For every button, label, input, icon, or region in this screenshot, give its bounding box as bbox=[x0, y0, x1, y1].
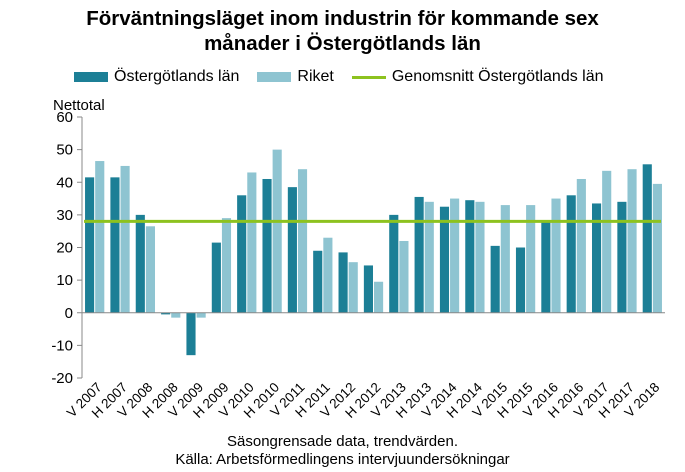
y-tick-label: 0 bbox=[65, 305, 73, 322]
bar-riket bbox=[247, 172, 257, 313]
bar-ostergotland bbox=[313, 250, 323, 313]
bar-ostergotland bbox=[566, 195, 576, 313]
bar-ostergotland bbox=[338, 252, 348, 313]
bar-riket bbox=[450, 198, 460, 313]
y-tick-label: 50 bbox=[56, 142, 73, 159]
bar-riket bbox=[475, 201, 485, 313]
bar-riket bbox=[526, 205, 536, 313]
bar-ostergotland bbox=[161, 312, 171, 315]
footnote-source: Källa: Arbetsförmedlingens intervjuunder… bbox=[175, 451, 510, 468]
y-tick-label: -10 bbox=[51, 337, 73, 354]
y-tick-label: 20 bbox=[56, 240, 73, 257]
bar-ostergotland bbox=[135, 214, 145, 313]
chart-title-line-1: Förväntningsläget inom industrin för kom… bbox=[86, 7, 599, 30]
legend-swatch-ostergotland bbox=[74, 72, 108, 82]
bar-ostergotland bbox=[439, 206, 450, 313]
y-tick-label: 60 bbox=[56, 109, 73, 126]
bar-ostergotland bbox=[389, 214, 399, 313]
bar-ostergotland bbox=[465, 200, 475, 313]
bar-ostergotland bbox=[363, 265, 373, 313]
bar-riket bbox=[95, 161, 105, 313]
bar-riket bbox=[120, 165, 130, 313]
bar-riket bbox=[424, 201, 434, 313]
bar-riket bbox=[602, 170, 612, 313]
bar-riket bbox=[297, 169, 308, 313]
legend-item-ostergotland: Östergötlands län bbox=[74, 68, 239, 86]
bar-ostergotland bbox=[85, 177, 95, 313]
legend: Östergötlands län Riket Genomsnitt Öster… bbox=[74, 66, 622, 88]
bar-ostergotland bbox=[262, 178, 272, 313]
legend-swatch-riket bbox=[257, 72, 292, 82]
bar-ostergotland bbox=[515, 247, 526, 313]
bar-riket bbox=[374, 281, 384, 313]
y-axis-label: Nettotal bbox=[53, 97, 105, 114]
legend-item-average: Genomsnitt Östergötlands län bbox=[351, 68, 604, 86]
chart-title: Förväntningsläget inom industrin för kom… bbox=[0, 6, 685, 56]
bar-ostergotland bbox=[287, 187, 297, 313]
legend-swatch-average bbox=[351, 75, 386, 79]
bar-riket bbox=[145, 226, 156, 313]
bar-ostergotland bbox=[591, 203, 602, 313]
legend-label-riket: Riket bbox=[297, 68, 334, 85]
bar-ostergotland bbox=[237, 195, 247, 313]
bar-ostergotland bbox=[617, 201, 627, 313]
bar-ostergotland bbox=[541, 221, 551, 313]
bar-riket bbox=[196, 312, 206, 318]
legend-item-riket: Riket bbox=[257, 68, 334, 86]
bar-riket bbox=[551, 198, 561, 313]
chart-title-line-2: månader i Östergötlands län bbox=[204, 32, 481, 55]
footnote-seasonal: Säsongrensade data, trendvärden. bbox=[227, 433, 458, 450]
bar-ostergotland bbox=[490, 245, 500, 313]
bar-riket bbox=[627, 169, 637, 313]
y-tick-label: 10 bbox=[56, 272, 73, 289]
bar-riket bbox=[323, 237, 333, 313]
bar-ostergotland bbox=[110, 177, 120, 313]
y-tick-label: -20 bbox=[51, 370, 73, 387]
bar-ostergotland bbox=[642, 164, 652, 313]
bar-riket bbox=[221, 218, 232, 313]
bar-riket bbox=[399, 240, 409, 313]
y-tick-label: 40 bbox=[56, 174, 73, 191]
y-tick-label: 30 bbox=[56, 207, 73, 224]
bar-riket bbox=[272, 149, 282, 313]
bar-ostergotland bbox=[186, 312, 196, 356]
bar-riket bbox=[171, 312, 181, 318]
bar-ostergotland bbox=[211, 242, 221, 313]
legend-label-ostergotland: Östergötlands län bbox=[114, 68, 240, 85]
bar-ostergotland bbox=[414, 196, 424, 313]
bar-riket bbox=[348, 262, 358, 313]
bar-riket bbox=[652, 183, 662, 313]
bar-riket bbox=[500, 205, 510, 313]
legend-label-average: Genomsnitt Östergötlands län bbox=[391, 68, 604, 85]
bar-riket bbox=[576, 178, 586, 313]
